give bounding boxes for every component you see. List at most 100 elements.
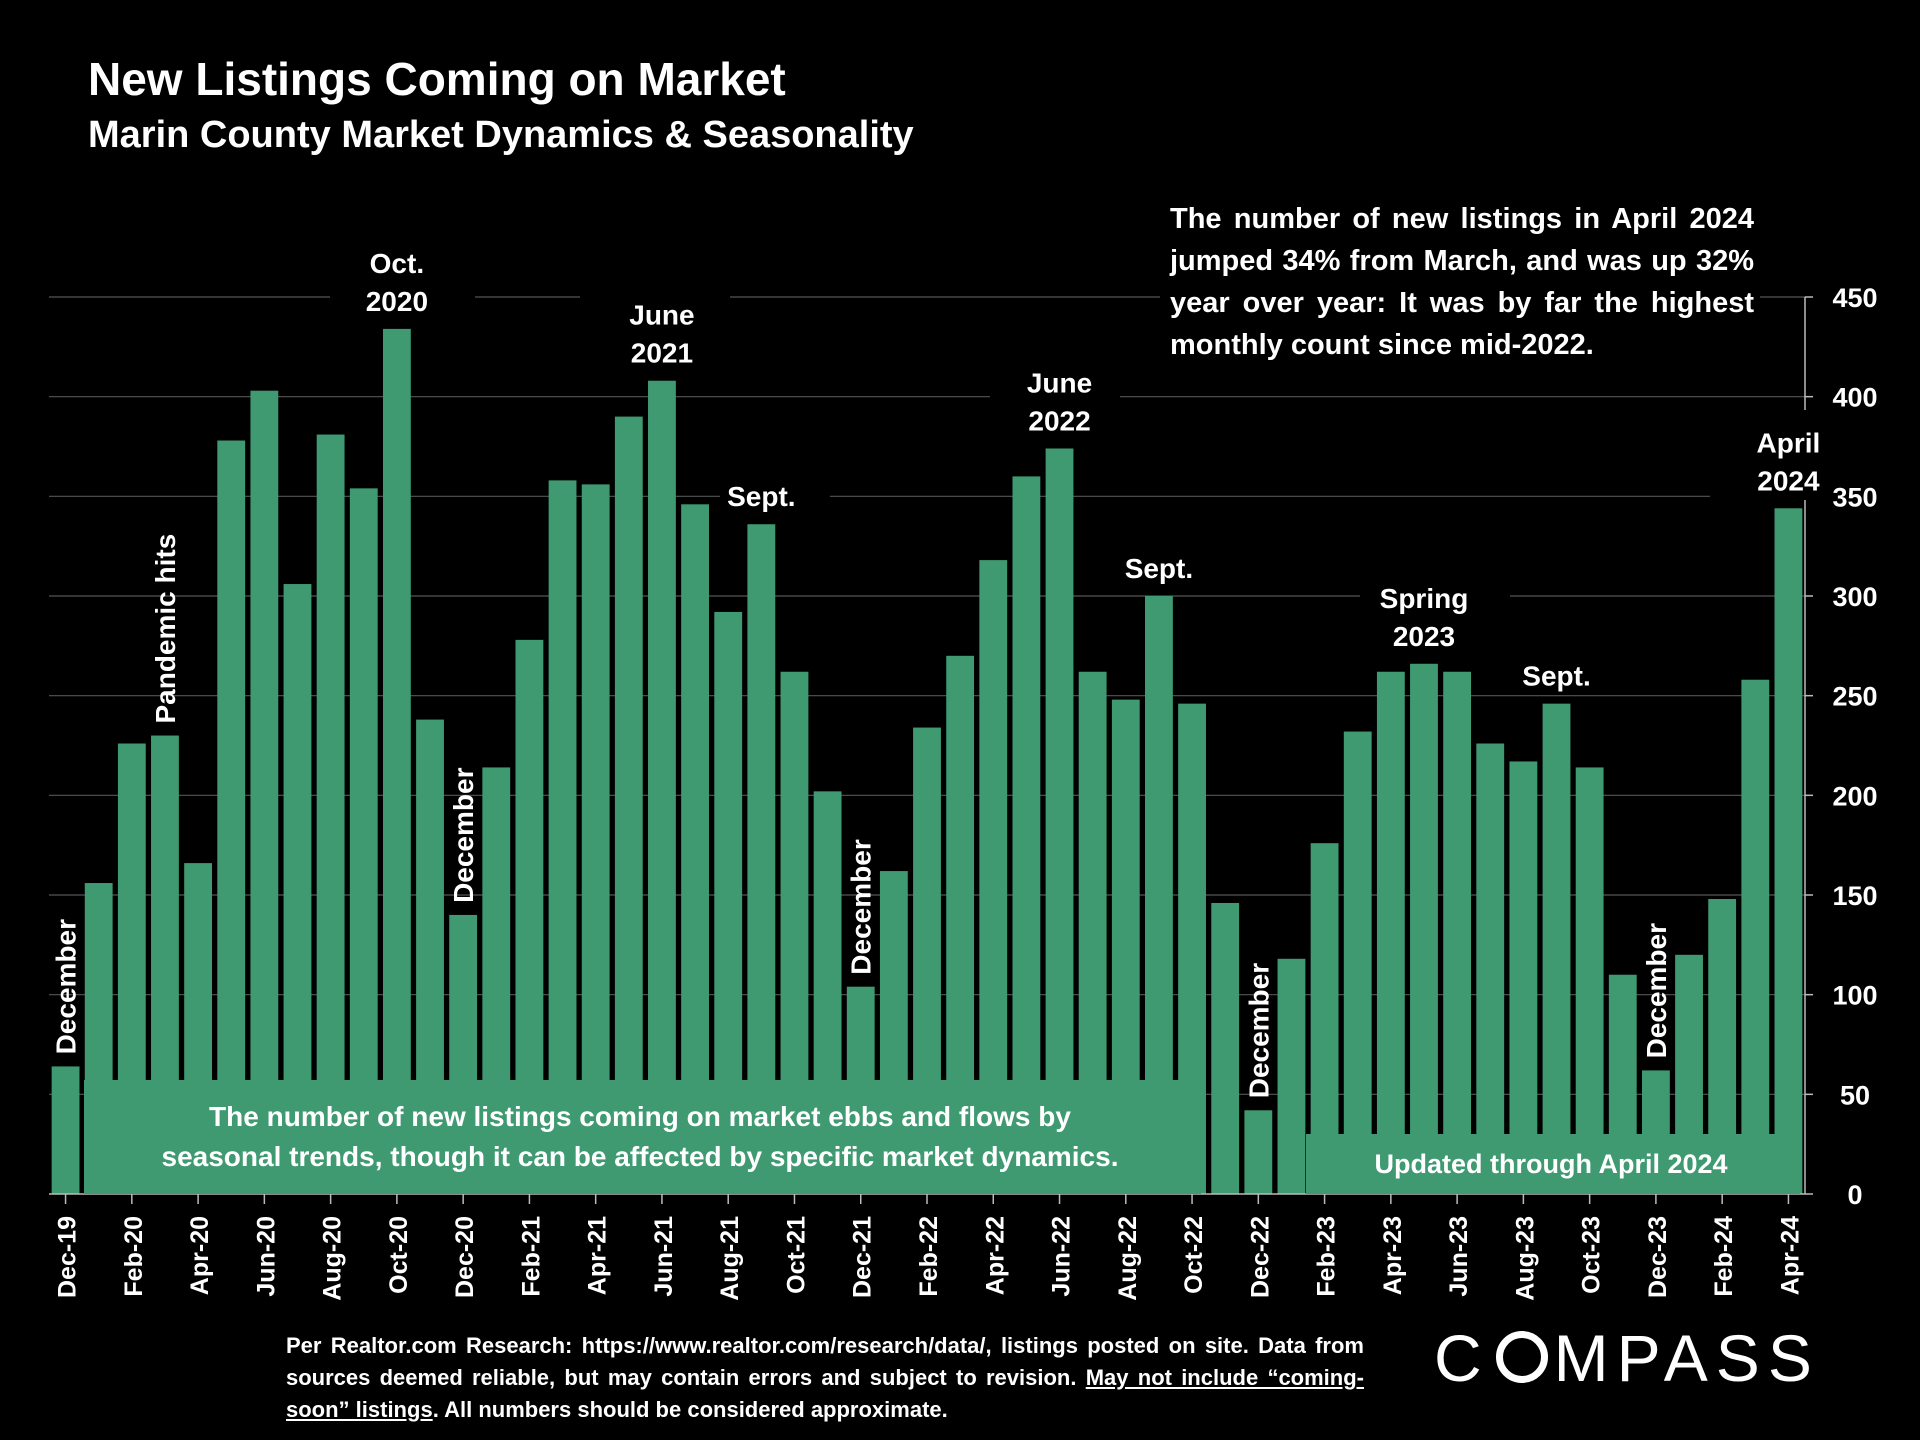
annotation-april: April	[1757, 427, 1821, 458]
x-tick-label: Apr-24	[1776, 1216, 1804, 1295]
label-backdrop	[1360, 573, 1510, 658]
label-backdrop	[720, 470, 830, 515]
note-seasonal-line-2: seasonal trends, though it can be affect…	[162, 1141, 1119, 1172]
x-tick-label: Aug-22	[1114, 1216, 1142, 1301]
bar-May-22	[1012, 476, 1041, 1194]
y-tick-label: 100	[1832, 981, 1877, 1011]
y-tick-label: 50	[1840, 1080, 1870, 1110]
label-backdrop	[1710, 410, 1820, 500]
bar-Sep-23	[1542, 703, 1571, 1194]
annotation-2021: 2021	[631, 338, 693, 369]
bar-May-21	[614, 416, 643, 1195]
x-tick-label: Feb-21	[517, 1216, 545, 1297]
y-tick-label: 150	[1832, 881, 1877, 911]
x-tick-label: Oct-23	[1578, 1216, 1606, 1294]
bar-Nov-22	[1211, 902, 1240, 1194]
y-tick-label: 300	[1832, 582, 1877, 612]
bar-Jul-21	[681, 504, 709, 1195]
annotation-2024: 2024	[1757, 465, 1820, 496]
label-backdrop	[1500, 650, 1610, 695]
annotation-2023: 2023	[1393, 621, 1455, 652]
y-tick-label: 450	[1832, 283, 1877, 313]
logo-circle-icon	[1495, 1331, 1548, 1383]
label-backdrop	[1160, 190, 1760, 375]
x-tick-label: Dec-23	[1644, 1216, 1672, 1298]
annotation-december: December	[1641, 923, 1672, 1059]
x-tick-label: Aug-21	[716, 1216, 744, 1301]
annotation-december: December	[1243, 963, 1274, 1099]
x-tick-label: Jun-23	[1445, 1216, 1473, 1297]
bar-Mar-23	[1343, 731, 1372, 1194]
compass-logo: C MPASS	[1434, 1320, 1820, 1396]
y-tick-label: 250	[1832, 682, 1877, 712]
y-tick-label: 400	[1832, 383, 1877, 413]
x-tick-label: Apr-23	[1379, 1216, 1407, 1295]
bar-Sep-20	[349, 488, 378, 1194]
x-tick-label: Oct-22	[1180, 1216, 1208, 1294]
bar-Dec-19	[51, 1066, 80, 1194]
x-tick-label: Oct-20	[385, 1216, 413, 1294]
bar-Oct-20	[382, 328, 411, 1195]
x-tick-label: Jun-20	[252, 1216, 280, 1297]
y-tick-label: 350	[1832, 482, 1877, 512]
bar-May-20	[217, 440, 246, 1194]
note-seasonal-line-1: The number of new listings coming on mar…	[209, 1101, 1071, 1132]
bar-Aug-20	[316, 434, 345, 1194]
annotation-spring: Spring	[1380, 583, 1469, 614]
bar-Jun-23	[1443, 671, 1472, 1194]
bar-Oct-23	[1575, 767, 1604, 1194]
source-footnote: Per Realtor.com Research: https://www.re…	[286, 1330, 1364, 1426]
annotation-december: December	[448, 767, 479, 903]
x-tick-label: Jun-22	[1048, 1216, 1076, 1297]
annotation-oct-: Oct.	[370, 248, 424, 279]
x-tick-label: Oct-21	[782, 1216, 810, 1294]
x-tick-label: Apr-21	[584, 1216, 612, 1295]
annotation-june: June	[629, 300, 694, 331]
bar-Dec-22	[1244, 1110, 1273, 1194]
bar-Apr-23	[1376, 671, 1405, 1194]
bar-Aug-23	[1509, 761, 1538, 1194]
footnote-part-2: . All numbers should be considered appro…	[432, 1397, 948, 1422]
bar-Mar-21	[548, 480, 577, 1194]
footnote-underlined: May not include “coming-soon” listings	[286, 1365, 1364, 1422]
label-backdrop	[990, 355, 1120, 440]
bar-Jan-23	[1277, 958, 1306, 1194]
bar-Jul-23	[1476, 743, 1505, 1194]
page-title: New Listings Coming on Market	[88, 53, 786, 105]
bar-Apr-24	[1774, 508, 1803, 1194]
annotation-december: December	[51, 919, 82, 1055]
bar-Jun-21	[648, 380, 676, 1195]
page-subtitle: Marin County Market Dynamics & Seasonali…	[88, 114, 914, 156]
logo-text-end: MPASS	[1553, 1321, 1820, 1395]
x-tick-label: Dec-22	[1246, 1216, 1274, 1298]
annotation-december: December	[846, 839, 877, 975]
bar-Mar-24	[1741, 679, 1770, 1194]
label-backdrop	[580, 285, 730, 370]
x-tick-label: Feb-24	[1710, 1216, 1738, 1297]
bar-Jun-20	[250, 390, 279, 1195]
x-tick-label: Dec-20	[451, 1216, 479, 1298]
annotation-june: June	[1027, 367, 1092, 398]
logo-text-start: C	[1434, 1321, 1490, 1395]
footnote-part-1: Per Realtor.com Research: https://www.re…	[286, 1333, 1364, 1390]
x-tick-label: Jun-21	[650, 1216, 678, 1297]
annotation-pandemic-hits: Pandemic hits	[150, 534, 181, 724]
x-tick-label: Apr-22	[981, 1216, 1009, 1295]
y-tick-label: 200	[1832, 781, 1877, 811]
x-tick-label: Feb-20	[120, 1216, 148, 1297]
x-tick-label: Feb-23	[1313, 1216, 1341, 1297]
note-box-seasonal	[84, 1080, 1201, 1194]
x-tick-label: Apr-20	[186, 1216, 214, 1295]
y-tick-label: 0	[1847, 1180, 1862, 1210]
note-updated-text: Updated through April 2024	[1374, 1149, 1727, 1179]
bar-Jun-22	[1045, 448, 1074, 1194]
x-tick-label: Aug-20	[319, 1216, 347, 1301]
annotation-sept-: Sept.	[1522, 661, 1590, 692]
note-box-updated	[1306, 1134, 1800, 1194]
annotation-2022: 2022	[1028, 405, 1090, 436]
label-backdrop	[1100, 545, 1210, 590]
x-tick-label: Dec-19	[54, 1216, 82, 1298]
x-tick-label: Dec-21	[849, 1216, 877, 1298]
annotation-sept-: Sept.	[727, 481, 795, 512]
x-tick-label: Aug-23	[1511, 1216, 1539, 1301]
